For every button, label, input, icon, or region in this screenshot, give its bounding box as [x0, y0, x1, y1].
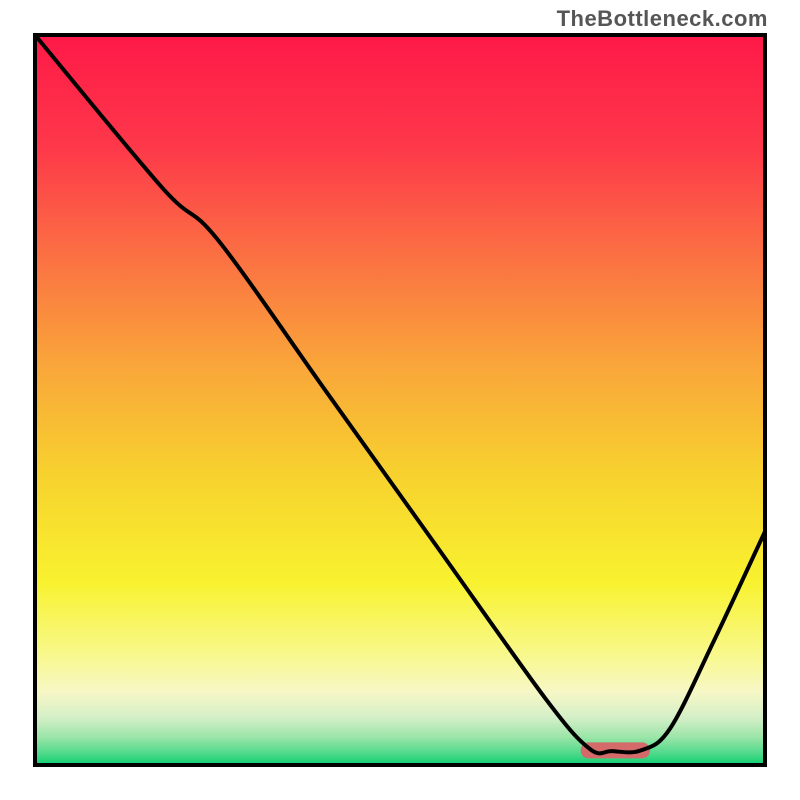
chart-svg: [0, 0, 800, 800]
plot-gradient-background: [35, 35, 765, 765]
watermark-text: TheBottleneck.com: [557, 6, 768, 32]
bottleneck-heat-chart: TheBottleneck.com: [0, 0, 800, 800]
